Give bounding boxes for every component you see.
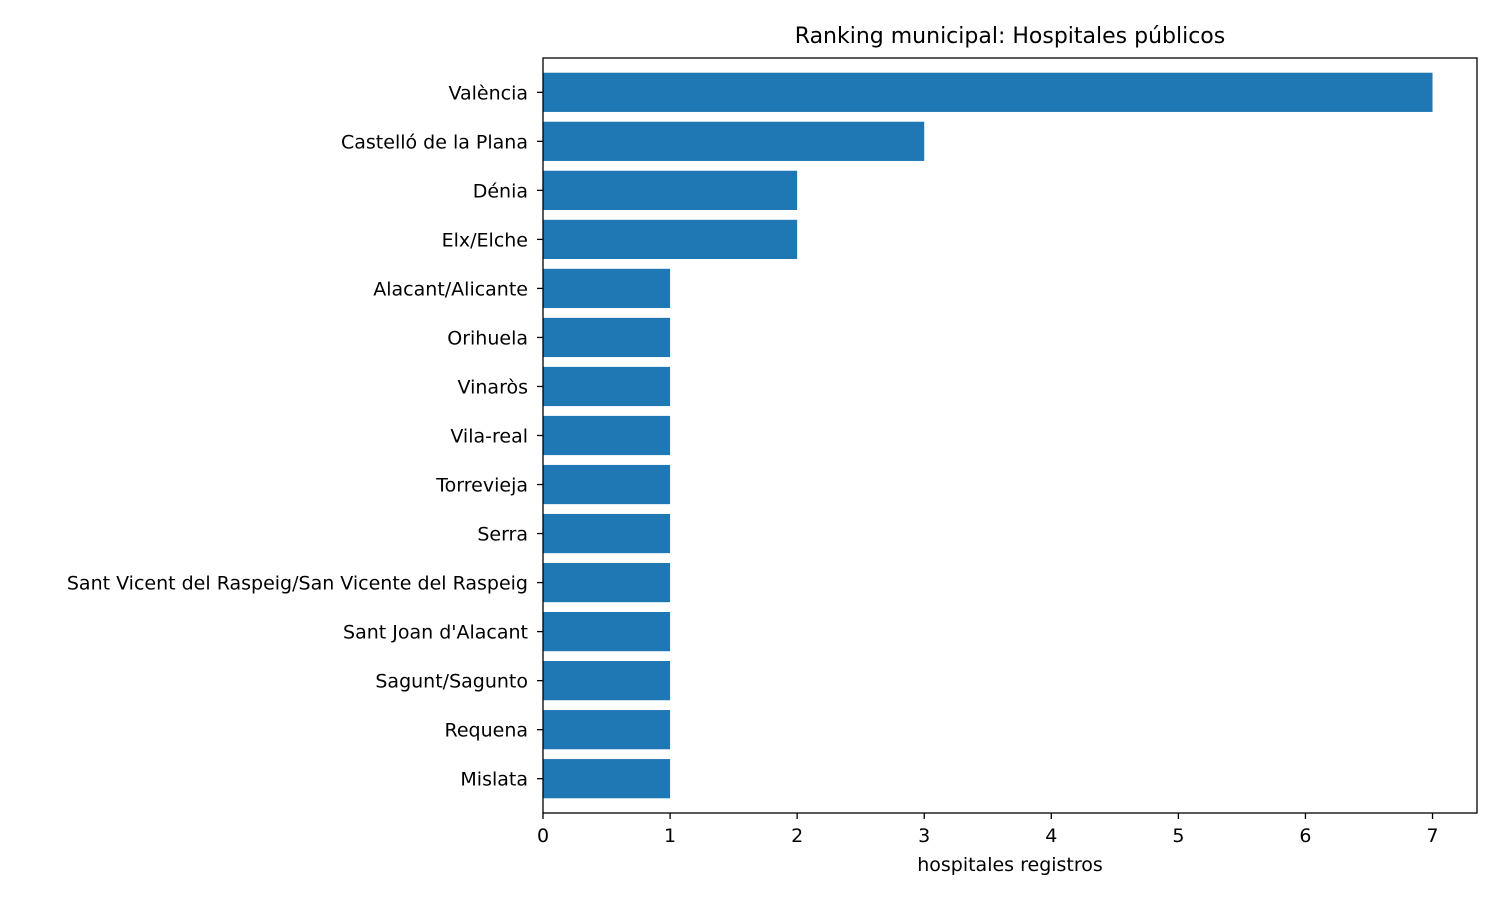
plot-frame <box>542 57 1478 814</box>
y-tick-label: Dénia <box>473 180 528 202</box>
x-tick-label: 7 <box>1426 825 1438 847</box>
bar <box>543 170 798 210</box>
x-tick-label: 1 <box>664 825 676 847</box>
bar <box>543 219 798 260</box>
bar <box>543 759 671 799</box>
bar <box>543 415 671 456</box>
bar <box>543 121 925 161</box>
x-tick-label: 6 <box>1299 825 1311 847</box>
x-tick-label: 2 <box>791 825 803 847</box>
x-axis-ticks: 0 1 2 3 4 5 6 7 <box>537 813 1439 847</box>
x-tick-label: 3 <box>918 825 930 847</box>
chart-title: Ranking municipal: Hospitales públicos <box>795 24 1225 49</box>
y-tick-label: Orihuela <box>447 327 528 349</box>
bar <box>543 661 671 701</box>
y-tick-label: València <box>448 82 528 104</box>
y-tick-label: Sant Vicent del Raspeig/San Vicente del … <box>67 573 528 595</box>
y-tick-label: Vila-real <box>450 426 528 448</box>
bar <box>543 366 671 407</box>
bar <box>543 513 671 554</box>
x-axis-label: hospitales registros <box>917 854 1103 876</box>
bar <box>543 72 1433 112</box>
x-tick-label: 5 <box>1172 825 1184 847</box>
y-tick-label: Sagunt/Sagunto <box>375 671 528 693</box>
y-tick-label: Serra <box>477 524 528 546</box>
y-tick-label: Elx/Elche <box>442 229 528 251</box>
x-tick-label: 0 <box>537 825 549 847</box>
y-tick-label: Alacant/Alicante <box>373 278 528 300</box>
y-tick-label: Castelló de la Plana <box>341 131 528 153</box>
bar <box>543 317 671 358</box>
y-axis-ticks: València Castelló de la Plana Dénia Elx/Elc… <box>67 82 543 791</box>
y-tick-label: Mislata <box>460 769 528 791</box>
x-tick-label: 4 <box>1045 825 1057 847</box>
bar <box>543 562 671 603</box>
y-tick-label: Vinaròs <box>458 376 528 398</box>
y-tick-label: Torrevieja <box>435 475 528 497</box>
bar <box>543 268 671 309</box>
bar <box>543 710 671 750</box>
bar <box>543 464 671 505</box>
y-tick-label: Sant Joan d'Alacant <box>343 622 528 644</box>
bar <box>543 611 671 652</box>
bars-layer <box>543 72 1433 799</box>
y-tick-label: Requena <box>444 720 528 742</box>
